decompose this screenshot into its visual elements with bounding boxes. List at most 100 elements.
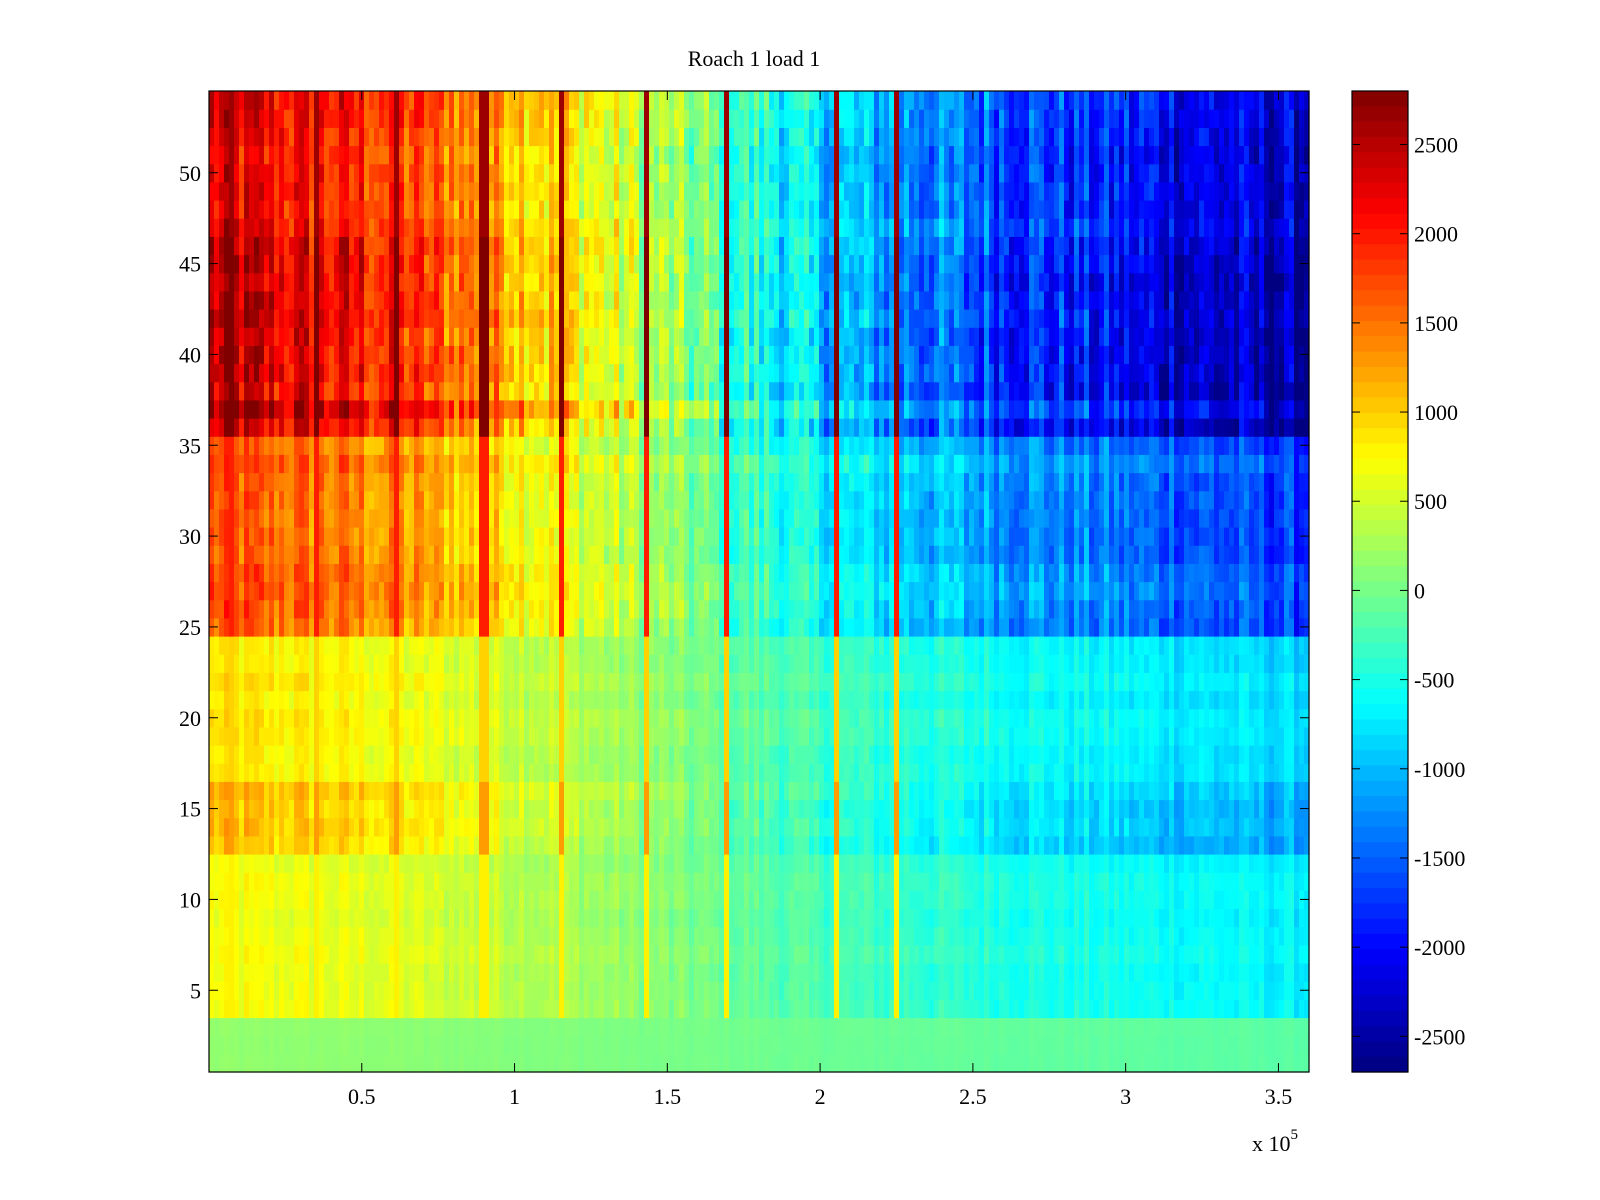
heatmap-cell — [899, 745, 905, 764]
heatmap-cell — [249, 963, 255, 982]
heatmap-cell — [1304, 690, 1310, 710]
heatmap-cell — [729, 835, 735, 855]
heatmap-cell — [899, 999, 905, 1019]
heatmap-cell — [679, 854, 685, 873]
heatmap-cell — [779, 963, 785, 982]
heatmap-cell — [964, 908, 970, 928]
heatmap-cell — [619, 708, 625, 728]
heatmap-cell — [319, 944, 325, 964]
heatmap-cell — [314, 835, 320, 855]
heatmap-cell — [699, 799, 705, 819]
heatmap-cell — [539, 672, 545, 692]
heatmap-cell — [644, 999, 650, 1019]
heatmap-cell — [1024, 781, 1030, 801]
heatmap-cell — [444, 672, 450, 692]
heatmap-cell — [879, 1053, 885, 1073]
heatmap-cell — [529, 654, 535, 673]
heatmap-cell — [779, 708, 785, 728]
heatmap-cell — [394, 944, 400, 964]
heatmap-cell — [334, 745, 340, 764]
heatmap-cell — [939, 745, 945, 764]
heatmap-cell — [1189, 745, 1195, 764]
heatmap-cell — [349, 1035, 355, 1055]
heatmap-cell — [494, 745, 500, 764]
heatmap-cell — [594, 981, 600, 1000]
heatmap-cell — [1194, 1017, 1200, 1037]
heatmap-cell — [414, 763, 420, 782]
heatmap-cell — [669, 708, 675, 728]
heatmap-cell — [534, 926, 540, 946]
heatmap-cell — [974, 799, 980, 819]
heatmap-cell — [984, 999, 990, 1019]
heatmap-cell — [1174, 745, 1180, 764]
heatmap-cell — [439, 781, 445, 801]
heatmap-cell — [344, 1035, 350, 1055]
heatmap-cell — [634, 890, 640, 910]
heatmap-cell — [709, 890, 715, 910]
heatmap-cell — [1109, 708, 1115, 728]
heatmap-cell — [794, 890, 800, 910]
heatmap-cell — [1089, 872, 1095, 891]
heatmap-cell — [734, 1053, 740, 1073]
heatmap-cell — [774, 963, 780, 982]
heatmap-cell — [689, 999, 695, 1019]
heatmap-cell — [1289, 944, 1295, 964]
heatmap-cell — [1034, 890, 1040, 910]
heatmap-cell — [664, 1017, 670, 1037]
heatmap-cell — [669, 799, 675, 819]
heatmap-cell — [514, 781, 520, 801]
heatmap-cell — [874, 799, 880, 819]
heatmap-cell — [544, 1017, 550, 1037]
heatmap-cell — [564, 1053, 570, 1073]
heatmap-cell — [1089, 799, 1095, 819]
heatmap-cell — [414, 781, 420, 801]
heatmap-cell — [299, 654, 305, 673]
heatmap-cell — [494, 835, 500, 855]
heatmap-cell — [599, 781, 605, 801]
heatmap-cell — [314, 890, 320, 910]
heatmap-cell — [1254, 672, 1260, 692]
heatmap-cell — [1074, 890, 1080, 910]
heatmap-cell — [879, 690, 885, 710]
heatmap-cell — [419, 799, 425, 819]
heatmap-cell — [269, 799, 275, 819]
heatmap-cell — [334, 963, 340, 982]
heatmap-cell — [1224, 963, 1230, 982]
heatmap-cell — [914, 745, 920, 764]
heatmap-cell — [334, 726, 340, 746]
heatmap-cell — [1239, 944, 1245, 964]
heatmap-cell — [1074, 999, 1080, 1019]
heatmap-cell — [864, 745, 870, 764]
heatmap-cell — [1249, 981, 1255, 1000]
heatmap-cell — [794, 999, 800, 1019]
heatmap-cell — [1274, 981, 1280, 1000]
heatmap-cell — [209, 872, 215, 891]
heatmap-cell — [414, 835, 420, 855]
heatmap-cell — [819, 908, 825, 928]
heatmap-cell — [1054, 708, 1060, 728]
heatmap-cell — [1069, 726, 1075, 746]
heatmap-cell — [219, 926, 225, 946]
heatmap-cell — [669, 835, 675, 855]
heatmap-cell — [1294, 835, 1300, 855]
heatmap-cell — [334, 708, 340, 728]
heatmap-cell — [504, 999, 510, 1019]
heatmap-cell — [724, 817, 730, 837]
heatmap-cell — [1084, 781, 1090, 801]
heatmap-cell — [629, 981, 635, 1000]
heatmap-cell — [469, 1017, 475, 1037]
heatmap-cell — [269, 817, 275, 837]
heatmap-cell — [799, 908, 805, 928]
heatmap-cell — [749, 672, 755, 692]
heatmap-cell — [1194, 1035, 1200, 1055]
heatmap-cell — [489, 763, 495, 782]
heatmap-cell — [994, 1035, 1000, 1055]
heatmap-cell — [264, 690, 270, 710]
heatmap-cell — [559, 981, 565, 1000]
heatmap-cell — [654, 854, 660, 873]
heatmap-cell — [1034, 872, 1040, 891]
heatmap-cell — [334, 799, 340, 819]
heatmap-cell — [1139, 672, 1145, 692]
heatmap-cell — [574, 745, 580, 764]
heatmap-cell — [1084, 890, 1090, 910]
